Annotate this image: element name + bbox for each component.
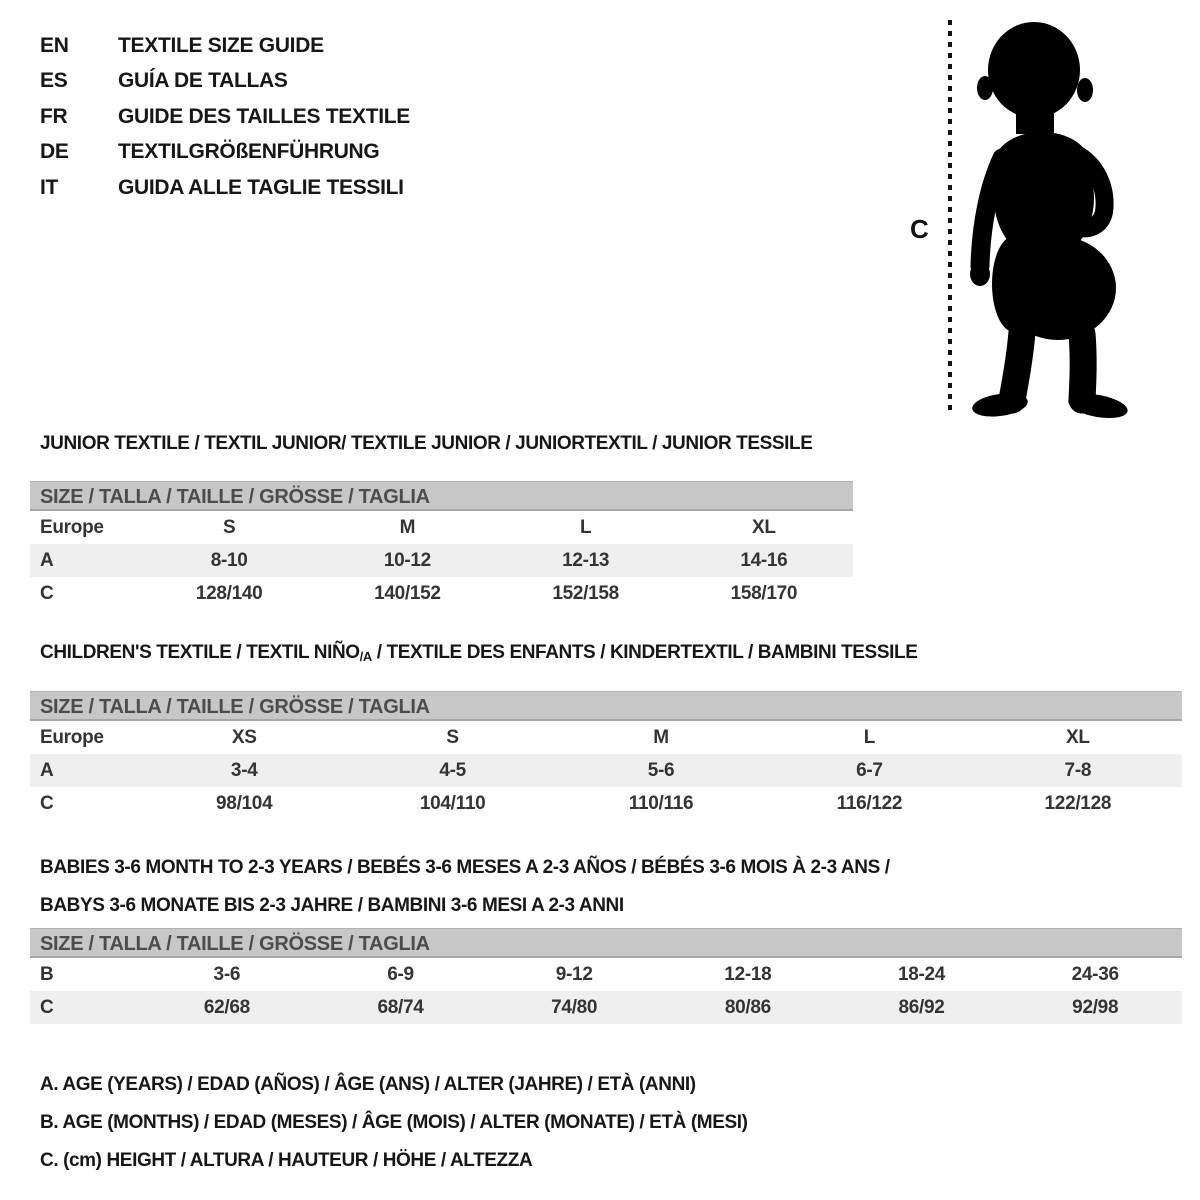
height-cell: 158/170: [730, 583, 798, 604]
guide-title-es: GUÍA DE TALLAS: [118, 69, 288, 93]
height-cell: 128/140: [195, 583, 263, 604]
age-cell: 4-5: [439, 760, 466, 781]
language-row-de: DE TEXTILGRÖßENFÜHRUNG: [40, 135, 410, 171]
table-row-sizes: Europe XS S M L XL: [30, 721, 1182, 754]
table-row-sizes: Europe S M L XL: [30, 511, 853, 544]
row-label: A: [40, 550, 54, 571]
legend-height-cm: C. (cm) HEIGHT / ALTURA / HAUTEUR / HÖHE…: [40, 1150, 533, 1171]
size-cell: L: [863, 727, 876, 748]
age-cell: 10-12: [383, 550, 431, 571]
children-size-header-bar: SIZE / TALLA / TAILLE / GRÖSSE / TAGLIA: [30, 691, 1182, 721]
table-row-age-months: B 3-6 6-9 9-12 12-18 18-24 24-36: [30, 958, 1182, 991]
table-row-height: C 98/104 104/110 110/116 116/122 122/128: [30, 787, 1182, 820]
age-cell: 12-13: [562, 550, 610, 571]
age-cell: 18-24: [897, 964, 946, 985]
guide-title-it: GUIDA ALLE TAGLIE TESSILI: [118, 175, 404, 199]
children-section-title: CHILDREN'S TEXTILE / TEXTIL NIÑO/A / TEX…: [40, 642, 918, 664]
height-cell: 104/110: [419, 793, 486, 814]
language-code: FR: [40, 104, 68, 128]
size-cell: S: [446, 727, 459, 748]
language-code: EN: [40, 33, 69, 57]
row-label: Europe: [40, 727, 104, 748]
toddler-silhouette-icon: [970, 22, 1128, 419]
language-list: EN TEXTILE SIZE GUIDE ES GUÍA DE TALLAS …: [40, 28, 410, 206]
measurement-legend: A. AGE (YEARS) / EDAD (AÑOS) / ÂGE (ANS)…: [40, 1066, 748, 1180]
children-size-table: SIZE / TALLA / TAILLE / GRÖSSE / TAGLIA …: [30, 691, 1182, 820]
size-cell: M: [653, 727, 669, 748]
row-label: A: [40, 760, 54, 781]
guide-title-de: TEXTILGRÖßENFÜHRUNG: [118, 140, 380, 164]
size-cell: XS: [231, 727, 257, 748]
height-cell: 98/104: [216, 793, 273, 814]
language-code: ES: [40, 69, 68, 93]
language-code: IT: [40, 175, 59, 199]
age-cell: 5-6: [647, 760, 675, 781]
legend-age-years: A. AGE (YEARS) / EDAD (AÑOS) / ÂGE (ANS)…: [40, 1074, 696, 1095]
row-label: B: [40, 964, 54, 985]
children-title-sub: /A: [359, 649, 373, 664]
children-title-suffix: / TEXTILE DES ENFANTS / KINDERTEXTIL / B…: [371, 642, 918, 663]
row-label: C: [40, 583, 54, 604]
age-cell: 3-4: [230, 760, 258, 781]
height-cell: 110/116: [628, 793, 694, 814]
table-row-height: C 62/68 68/74 74/80 80/86 86/92 92/98: [30, 991, 1182, 1024]
size-cell: XL: [1065, 727, 1090, 748]
height-cell: 92/98: [1072, 997, 1119, 1018]
age-cell: 6-7: [856, 760, 883, 781]
height-measure-line: [948, 20, 952, 416]
age-cell: 6-9: [387, 964, 414, 985]
height-measure-label: C: [910, 214, 929, 244]
height-cell: 80/86: [724, 997, 771, 1018]
junior-size-table: SIZE / TALLA / TAILLE / GRÖSSE / TAGLIA …: [30, 481, 853, 610]
age-cell: 7-8: [1064, 760, 1092, 781]
language-row-en: EN TEXTILE SIZE GUIDE: [40, 28, 410, 64]
table-row-age: A 8-10 10-12 12-13 14-16: [30, 544, 853, 577]
language-row-fr: FR GUIDE DES TAILLES TEXTILE: [40, 99, 410, 135]
size-cell: M: [399, 517, 416, 538]
age-cell: 24-36: [1071, 964, 1119, 985]
babies-title-line2: BABYS 3-6 MONATE BIS 2-3 JAHRE / BAMBINI…: [40, 895, 624, 916]
language-row-it: IT GUIDA ALLE TAGLIE TESSILI: [40, 170, 410, 206]
age-cell: 8-10: [210, 550, 248, 571]
height-cell: 140/152: [374, 583, 441, 604]
row-label: Europe: [40, 517, 104, 538]
table-row-age: A 3-4 4-5 5-6 6-7 7-8: [30, 754, 1182, 787]
age-cell: 12-18: [724, 964, 772, 985]
height-cell: 116/122: [836, 793, 903, 814]
row-label: C: [40, 793, 54, 814]
guide-title-fr: GUIDE DES TAILLES TEXTILE: [118, 104, 410, 128]
height-cell: 74/80: [551, 997, 598, 1018]
babies-section-title: BABIES 3-6 MONTH TO 2-3 YEARS / BEBÉS 3-…: [40, 849, 890, 925]
babies-size-table: SIZE / TALLA / TAILLE / GRÖSSE / TAGLIA …: [30, 928, 1182, 1024]
height-cell: 68/74: [377, 997, 424, 1018]
age-cell: 3-6: [213, 964, 241, 985]
babies-size-header-bar: SIZE / TALLA / TAILLE / GRÖSSE / TAGLIA: [30, 928, 1182, 958]
row-label: C: [40, 997, 54, 1018]
children-title-prefix: CHILDREN'S TEXTILE / TEXTIL NIÑO: [40, 642, 360, 663]
height-cell: 62/68: [203, 997, 250, 1018]
junior-size-header-bar: SIZE / TALLA / TAILLE / GRÖSSE / TAGLIA: [30, 481, 853, 511]
legend-age-months: B. AGE (MONTHS) / EDAD (MESES) / ÂGE (MO…: [40, 1112, 748, 1133]
junior-section-title: JUNIOR TEXTILE / TEXTIL JUNIOR/ TEXTILE …: [40, 433, 813, 454]
age-cell: 14-16: [740, 550, 788, 571]
size-cell: S: [222, 517, 236, 538]
guide-title-en: TEXTILE SIZE GUIDE: [118, 33, 324, 57]
size-cell: L: [579, 517, 592, 538]
size-cell: XL: [752, 517, 776, 538]
babies-title-line1: BABIES 3-6 MONTH TO 2-3 YEARS / BEBÉS 3-…: [40, 857, 890, 878]
height-cell: 122/128: [1044, 793, 1112, 814]
table-row-height: C 128/140 140/152 152/158 158/170: [30, 577, 853, 610]
height-cell: 86/92: [898, 997, 945, 1018]
height-cell: 152/158: [552, 583, 619, 604]
language-row-es: ES GUÍA DE TALLAS: [40, 64, 410, 100]
age-cell: 9-12: [555, 964, 593, 985]
language-code: DE: [40, 140, 69, 164]
